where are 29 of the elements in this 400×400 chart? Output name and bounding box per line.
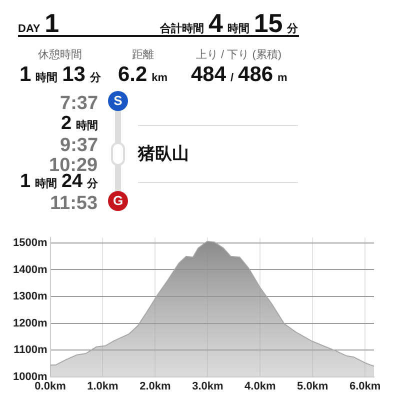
x-tick-label: 5.0km — [297, 380, 328, 392]
text: 2 時間 — [61, 113, 98, 134]
text: 上り / 下り (累積) — [196, 48, 282, 62]
text: 1 時間 13 分 — [20, 63, 101, 86]
y-tick-label: 1300m — [12, 290, 48, 303]
y-tick-label: 1400m — [12, 264, 48, 276]
text: 6.2 km — [118, 63, 168, 86]
text: 7:37 — [60, 93, 98, 115]
y-tick-label: 1100m — [14, 344, 48, 356]
text: 484 / 486 m — [191, 63, 288, 86]
text: 休憩時間 — [38, 48, 82, 62]
x-tick-label: 6.0km — [349, 380, 381, 392]
x-tick-label: 0.0km — [34, 380, 66, 392]
x-tick-label: 4.0km — [244, 380, 276, 392]
text: DAY 1 — [18, 8, 60, 38]
badge-icon: S — [108, 91, 128, 111]
x-tick-label: 1.0km — [87, 380, 119, 392]
text: 1 時間 24 分 — [20, 171, 98, 192]
text: 距離 — [132, 48, 154, 62]
text: 9:37 — [60, 135, 98, 157]
x-tick-label: 2.0km — [140, 380, 171, 392]
y-tick-label: 1500m — [12, 236, 48, 249]
x-tick-label: 3.0km — [192, 380, 224, 392]
text: 合計時間 4 時間 15 分 — [160, 8, 298, 38]
y-tick-label: 1000m — [12, 370, 48, 383]
badge-icon: G — [108, 191, 128, 211]
y-tick-label: 1200m — [12, 317, 48, 330]
text: 猪臥山 — [138, 143, 189, 165]
text: 11:53 — [50, 193, 98, 215]
